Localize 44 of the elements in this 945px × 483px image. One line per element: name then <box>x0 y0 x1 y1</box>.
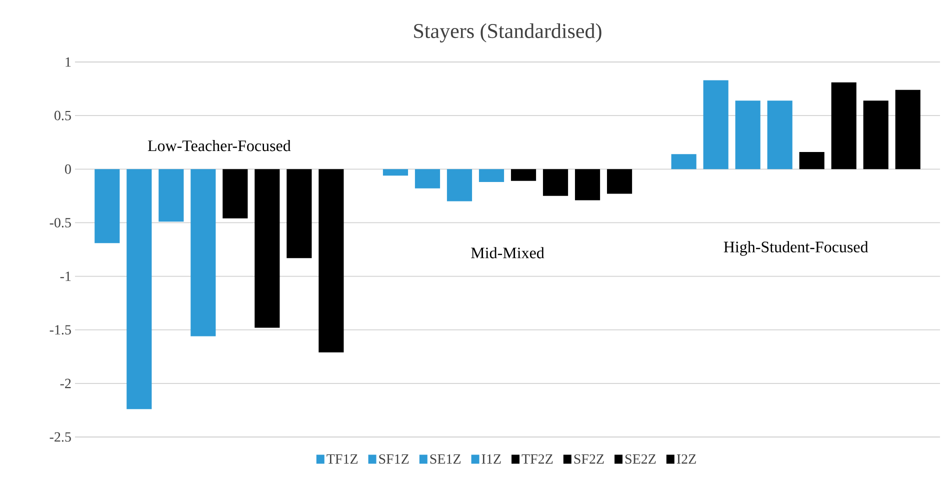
legend-label: SF2Z <box>574 454 604 464</box>
bar <box>895 90 920 170</box>
legend-label: SE2Z <box>625 454 656 464</box>
y-tick-label: 0.5 <box>54 110 71 120</box>
bar <box>222 169 248 218</box>
bar <box>158 169 184 222</box>
bar <box>574 169 600 200</box>
x-tick-label: High-Student-Focused <box>724 241 868 256</box>
legend-label: SE1Z <box>430 454 461 464</box>
y-tick-label: -1.5 <box>50 325 71 335</box>
bar <box>735 100 760 170</box>
chart-title: Stayers (Standardised) <box>414 23 602 42</box>
bar <box>318 169 344 352</box>
bar <box>510 169 536 181</box>
bar <box>286 169 312 258</box>
y-tick-label: -0.5 <box>50 218 71 228</box>
bar <box>863 100 888 170</box>
bar <box>542 169 568 196</box>
legend-label: TF1Z <box>326 454 358 464</box>
bar <box>799 152 824 170</box>
bar <box>94 169 120 244</box>
y-tick-label: 0 <box>65 164 71 174</box>
legend-label: TF2Z <box>522 454 553 464</box>
bar <box>671 154 696 170</box>
y-tick-label: 1 <box>66 57 71 67</box>
legend-label: I2Z <box>676 454 696 464</box>
bar <box>382 169 408 176</box>
bar <box>126 169 152 410</box>
y-tick-label: -2.5 <box>50 432 71 442</box>
y-tick-label: -1 <box>60 272 71 281</box>
bar <box>767 100 792 170</box>
bar <box>606 169 632 194</box>
legend-label: I1Z <box>482 454 501 464</box>
bar <box>703 80 728 170</box>
legend-label: SF1Z <box>379 454 409 464</box>
bar <box>446 169 472 202</box>
bar <box>831 82 856 170</box>
x-tick-label: Low-Teacher-Focused <box>148 140 291 152</box>
bar <box>254 169 280 328</box>
bar <box>190 169 216 336</box>
x-tick-label: Mid-Mixed <box>471 247 544 258</box>
y-tick-label: -2 <box>60 378 71 388</box>
bar <box>478 169 504 182</box>
bar <box>414 169 440 188</box>
